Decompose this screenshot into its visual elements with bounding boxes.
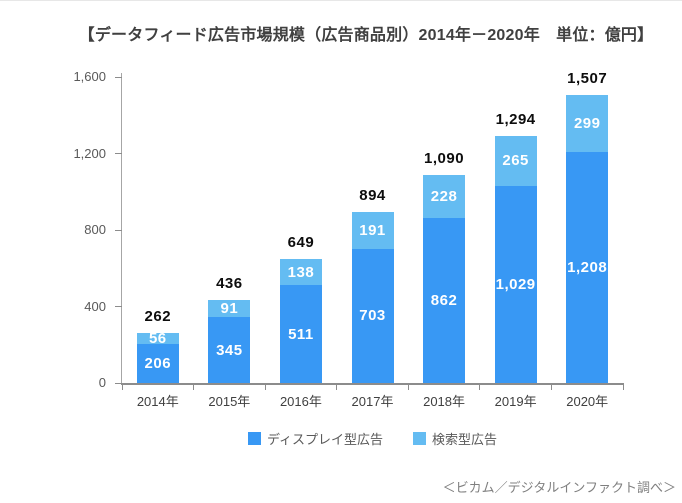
total-label: 1,090: [424, 149, 465, 167]
y-axis-label: 800: [84, 222, 106, 237]
x-axis-tick: [622, 385, 624, 390]
y-axis-label: 400: [84, 298, 106, 314]
segment-value-label: 138: [287, 263, 315, 281]
legend-swatch-icon: [413, 431, 427, 445]
bar-segment-display-ads: [208, 317, 251, 383]
total-label: 894: [359, 187, 386, 205]
segment-value-label: 299: [573, 114, 601, 132]
y-axis-line: [121, 73, 122, 385]
bar-segment-display-ads: [136, 343, 179, 383]
y-axis-tick: [115, 153, 122, 154]
legend-swatch-icon: [247, 431, 261, 445]
bar-segment-display-ads: [351, 248, 394, 383]
x-axis-label: 2020年: [566, 394, 609, 409]
segment-value-label: 511: [288, 325, 314, 343]
bar-segment-display-ads: [566, 151, 609, 383]
x-axis-tick: [121, 385, 123, 390]
segment-value-label: 228: [430, 187, 458, 205]
segment-value-label: 91: [220, 299, 239, 317]
legend-item-search-ads: 検索型広告: [413, 429, 497, 448]
bar-segment-display-ads: [423, 218, 466, 383]
legend-label: ディスプレイ型広告: [266, 431, 384, 447]
segment-value-label: 1,208: [567, 258, 608, 276]
x-axis-tick: [550, 385, 552, 390]
bar-segment-search-ads: [566, 94, 609, 152]
total-label: 262: [144, 307, 172, 325]
total-label: 436: [216, 274, 243, 292]
x-axis-tick: [336, 385, 338, 390]
x-axis-tick: [407, 385, 409, 390]
x-axis-line: [121, 383, 624, 385]
bar-segment-search-ads: [136, 332, 179, 344]
chart-title: 【データフィード広告市場規模（広告商品別）2014年－2020年 単位：億円】: [78, 27, 654, 44]
y-axis-label: 1,600: [73, 69, 106, 84]
bar-segment-display-ads: [279, 285, 322, 383]
x-axis-tick: [193, 385, 195, 390]
bar-segment-display-ads: [494, 186, 537, 383]
source-note: ＜ビカム／デジタルインファクト調べ＞: [442, 480, 676, 495]
y-axis-tick: [115, 306, 122, 307]
y-axis-label: 0: [98, 375, 106, 390]
segment-value-label: 56: [148, 329, 167, 347]
bar-segment-search-ads: [423, 174, 466, 219]
bar-segment-search-ads: [351, 212, 394, 249]
x-axis-tick: [479, 385, 481, 390]
y-axis-tick: [115, 76, 122, 78]
legend-label: 検索型広告: [432, 431, 498, 447]
y-axis-tick: [115, 382, 122, 384]
segment-value-label: 862: [430, 292, 458, 310]
segment-value-label: 703: [359, 307, 386, 325]
total-label: 1,507: [567, 69, 608, 87]
bar-segment-search-ads: [494, 135, 537, 187]
bar-segment-search-ads: [208, 299, 251, 317]
x-axis-label: 2019年: [494, 394, 537, 409]
total-label: 649: [287, 233, 315, 251]
x-axis-label: 2016年: [279, 394, 322, 409]
legend-item-display-ads: ディスプレイ型広告: [247, 429, 384, 448]
bar-segment-search-ads: [279, 258, 322, 286]
segment-value-label: 1,029: [495, 276, 536, 294]
segment-value-label: 265: [502, 152, 529, 170]
segment-value-label: 191: [359, 221, 386, 239]
legend: ディスプレイ型広告 検索型広告: [122, 429, 623, 447]
x-axis-label: 2018年: [423, 394, 466, 409]
segment-value-label: 345: [216, 341, 243, 359]
x-axis-label: 2014年: [136, 394, 179, 409]
x-axis-label: 2017年: [351, 394, 394, 409]
x-axis-tick: [264, 385, 266, 390]
x-axis-label: 2015年: [208, 394, 251, 409]
y-axis-tick: [115, 229, 122, 231]
segment-value-label: 206: [144, 354, 172, 372]
total-label: 1,294: [495, 110, 536, 128]
y-axis-label: 1,200: [73, 145, 106, 161]
